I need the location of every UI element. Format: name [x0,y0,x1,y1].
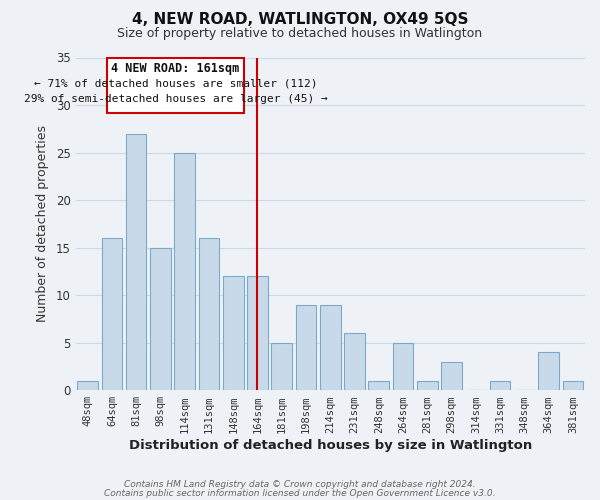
Bar [563,380,583,390]
Bar [223,276,244,390]
Text: ← 71% of detached houses are smaller (112): ← 71% of detached houses are smaller (11… [34,78,317,88]
Text: 29% of semi-detached houses are larger (45) →: 29% of semi-detached houses are larger (… [24,94,328,104]
Y-axis label: Number of detached properties: Number of detached properties [36,126,49,322]
Bar [271,342,292,390]
Text: Contains HM Land Registry data © Crown copyright and database right 2024.: Contains HM Land Registry data © Crown c… [124,480,476,489]
FancyBboxPatch shape [107,58,244,112]
Bar [296,304,316,390]
Text: 4, NEW ROAD, WATLINGTON, OX49 5QS: 4, NEW ROAD, WATLINGTON, OX49 5QS [132,12,468,28]
Bar [247,276,268,390]
Bar [344,333,365,390]
Text: Contains public sector information licensed under the Open Government Licence v3: Contains public sector information licen… [104,488,496,498]
Bar [199,238,219,390]
Bar [175,152,195,390]
Bar [490,380,511,390]
Bar [368,380,389,390]
Bar [101,238,122,390]
Bar [417,380,437,390]
Bar [441,362,462,390]
Text: Size of property relative to detached houses in Watlington: Size of property relative to detached ho… [118,28,482,40]
Bar [393,342,413,390]
Bar [538,352,559,390]
Bar [320,304,341,390]
X-axis label: Distribution of detached houses by size in Watlington: Distribution of detached houses by size … [128,440,532,452]
Bar [150,248,171,390]
Bar [126,134,146,390]
Bar [77,380,98,390]
Text: 4 NEW ROAD: 161sqm: 4 NEW ROAD: 161sqm [112,62,240,76]
